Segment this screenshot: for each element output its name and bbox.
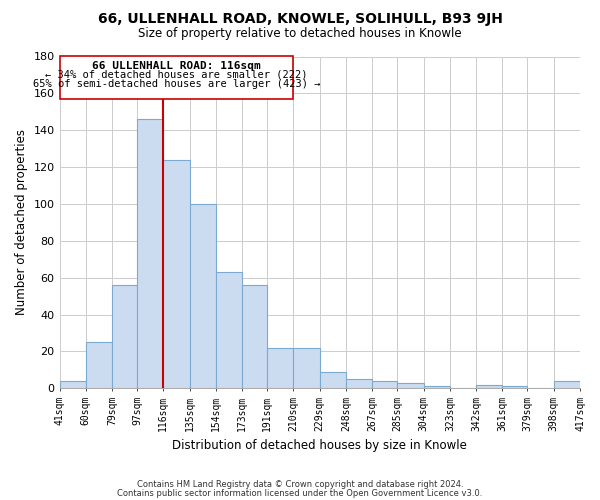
Bar xyxy=(502,386,527,388)
Text: Size of property relative to detached houses in Knowle: Size of property relative to detached ho… xyxy=(138,28,462,40)
Text: 66 ULLENHALL ROAD: 116sqm: 66 ULLENHALL ROAD: 116sqm xyxy=(92,61,261,71)
Text: Contains HM Land Registry data © Crown copyright and database right 2024.: Contains HM Land Registry data © Crown c… xyxy=(137,480,463,489)
Bar xyxy=(112,285,137,389)
Text: 65% of semi-detached houses are larger (423) →: 65% of semi-detached houses are larger (… xyxy=(33,78,320,88)
X-axis label: Distribution of detached houses by size in Knowle: Distribution of detached houses by size … xyxy=(172,440,467,452)
Text: Contains public sector information licensed under the Open Government Licence v3: Contains public sector information licen… xyxy=(118,488,482,498)
Bar xyxy=(373,381,397,388)
Bar xyxy=(242,285,267,389)
Bar xyxy=(267,348,293,389)
Bar xyxy=(554,381,580,388)
Bar xyxy=(190,204,216,388)
Bar xyxy=(320,372,346,388)
Bar xyxy=(59,381,86,388)
Bar xyxy=(476,384,502,388)
Bar xyxy=(216,272,242,388)
Y-axis label: Number of detached properties: Number of detached properties xyxy=(15,130,28,316)
Bar xyxy=(137,119,163,388)
Text: ← 34% of detached houses are smaller (222): ← 34% of detached houses are smaller (22… xyxy=(45,70,308,80)
Bar xyxy=(163,160,190,388)
Text: 66, ULLENHALL ROAD, KNOWLE, SOLIHULL, B93 9JH: 66, ULLENHALL ROAD, KNOWLE, SOLIHULL, B9… xyxy=(98,12,502,26)
Bar xyxy=(293,348,320,389)
Bar xyxy=(86,342,112,388)
Bar xyxy=(424,386,450,388)
Bar xyxy=(397,382,424,388)
Bar xyxy=(59,56,293,99)
Bar xyxy=(346,379,373,388)
